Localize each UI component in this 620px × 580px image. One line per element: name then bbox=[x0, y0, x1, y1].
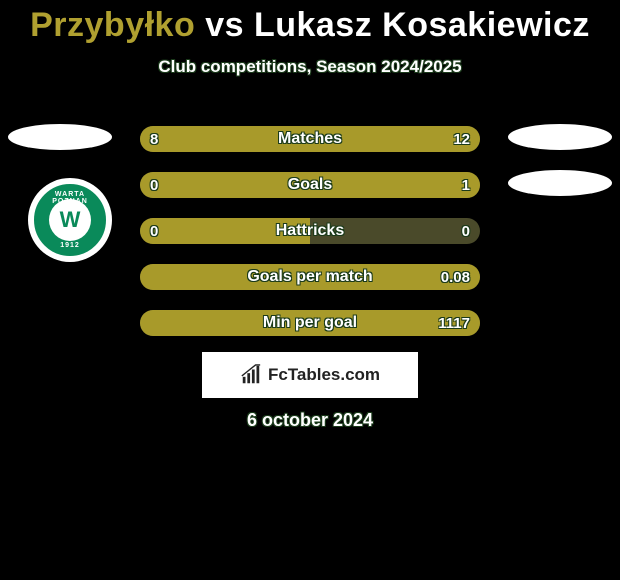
stat-value-right: 12 bbox=[453, 126, 470, 152]
stat-row: 8Matches12 bbox=[0, 110, 620, 156]
vs-text: vs bbox=[205, 6, 254, 44]
club-logo-top-text: WARTA POZNAN bbox=[37, 191, 103, 205]
right-ellipse bbox=[508, 170, 612, 196]
stat-label: Goals bbox=[140, 172, 480, 198]
brand-badge: FcTables.com bbox=[202, 352, 418, 398]
stat-bar: 0Hattricks0 bbox=[140, 218, 480, 244]
chart-icon bbox=[240, 364, 262, 386]
stat-bar: Min per goal1117 bbox=[140, 310, 480, 336]
subtitle: Club competitions, Season 2024/2025 bbox=[0, 57, 620, 77]
stat-bar: 0Goals1 bbox=[140, 172, 480, 198]
right-ellipse bbox=[508, 124, 612, 150]
stat-bar: 8Matches12 bbox=[140, 126, 480, 152]
left-ellipse bbox=[8, 124, 112, 150]
stat-value-right: 1 bbox=[462, 172, 470, 198]
stat-label: Goals per match bbox=[140, 264, 480, 290]
comparison-title: Przybyłko vs Lukasz Kosakiewicz bbox=[0, 0, 620, 45]
player1-name: Przybyłko bbox=[30, 6, 195, 44]
footer-date: 6 october 2024 bbox=[0, 410, 620, 431]
stat-value-right: 0.08 bbox=[441, 264, 470, 290]
club-logo-year: 1912 bbox=[37, 242, 103, 249]
club-logo-inner: WARTA POZNAN W 1912 bbox=[34, 184, 106, 256]
stat-bar: Goals per match0.08 bbox=[140, 264, 480, 290]
stat-row: Min per goal1117 bbox=[0, 294, 620, 340]
stat-label: Hattricks bbox=[140, 218, 480, 244]
player2-name: Lukasz Kosakiewicz bbox=[254, 6, 590, 44]
stat-value-right: 0 bbox=[462, 218, 470, 244]
stat-value-right: 1117 bbox=[438, 310, 470, 336]
stat-label: Matches bbox=[140, 126, 480, 152]
stat-label: Min per goal bbox=[140, 310, 480, 336]
club-logo-letter: W bbox=[49, 199, 91, 241]
brand-text: FcTables.com bbox=[268, 365, 380, 385]
club-logo: WARTA POZNAN W 1912 bbox=[28, 178, 112, 262]
